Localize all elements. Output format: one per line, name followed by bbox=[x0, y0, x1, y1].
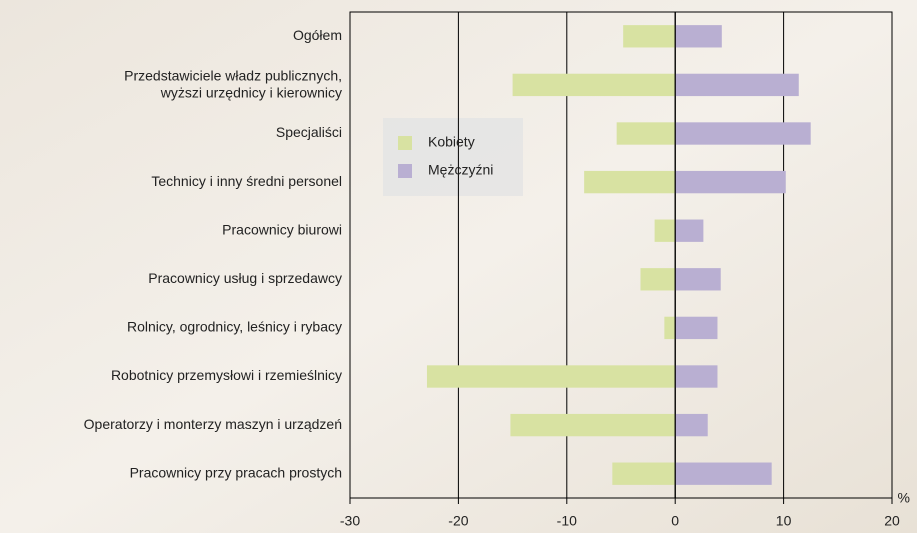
bar bbox=[675, 220, 703, 242]
y-tick-label: Pracownicy biurowi bbox=[222, 221, 342, 237]
bar bbox=[584, 171, 675, 193]
x-tick-label: -10 bbox=[557, 513, 577, 529]
legend-swatch bbox=[398, 164, 412, 178]
bar bbox=[675, 25, 722, 47]
legend-label: Mężczyźni bbox=[428, 162, 493, 178]
x-tick-label: -30 bbox=[340, 513, 360, 529]
x-tick-label: -20 bbox=[448, 513, 468, 529]
bar bbox=[655, 220, 676, 242]
bar bbox=[675, 74, 799, 96]
chart: % -30-20-1001020OgółemPrzedstawiciele wł… bbox=[0, 0, 917, 533]
bar bbox=[427, 365, 675, 387]
legend-swatch bbox=[398, 136, 412, 150]
x-tick-label: 10 bbox=[776, 513, 792, 529]
legend-box bbox=[383, 118, 523, 196]
y-tick-label: Rolnicy, ogrodnicy, leśnicy i rybacy bbox=[127, 319, 342, 335]
bar bbox=[664, 317, 675, 339]
bar bbox=[675, 463, 771, 485]
bar bbox=[675, 171, 786, 193]
bar bbox=[675, 414, 708, 436]
bar bbox=[641, 268, 676, 290]
y-tick-label: Robotnicy przemysłowi i rzemieślnicy bbox=[111, 367, 342, 383]
legend-label: Kobiety bbox=[428, 134, 475, 150]
bar bbox=[675, 122, 811, 144]
y-tick-label: Operatorzy i monterzy maszyn i urządzeń bbox=[84, 416, 342, 432]
x-axis-label: % bbox=[898, 490, 910, 506]
y-tick-label: Ogółem bbox=[293, 27, 342, 43]
bar bbox=[675, 365, 717, 387]
bar bbox=[510, 414, 675, 436]
y-tick-label: Technicy i inny średni personel bbox=[151, 173, 342, 189]
bar bbox=[675, 268, 721, 290]
y-tick-label: Pracownicy przy pracach prostych bbox=[130, 464, 342, 480]
y-tick-label: Pracownicy usług i sprzedawcy bbox=[148, 270, 342, 286]
bar bbox=[513, 74, 676, 96]
bar bbox=[612, 463, 675, 485]
x-tick-label: 0 bbox=[671, 513, 679, 529]
y-tick-label: Specjaliści bbox=[276, 124, 342, 140]
bar bbox=[617, 122, 676, 144]
x-tick-label: 20 bbox=[884, 513, 900, 529]
bar bbox=[675, 317, 717, 339]
bar bbox=[623, 25, 675, 47]
